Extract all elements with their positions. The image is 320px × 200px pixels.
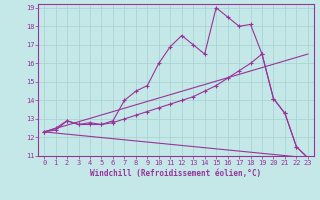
X-axis label: Windchill (Refroidissement éolien,°C): Windchill (Refroidissement éolien,°C) (91, 169, 261, 178)
